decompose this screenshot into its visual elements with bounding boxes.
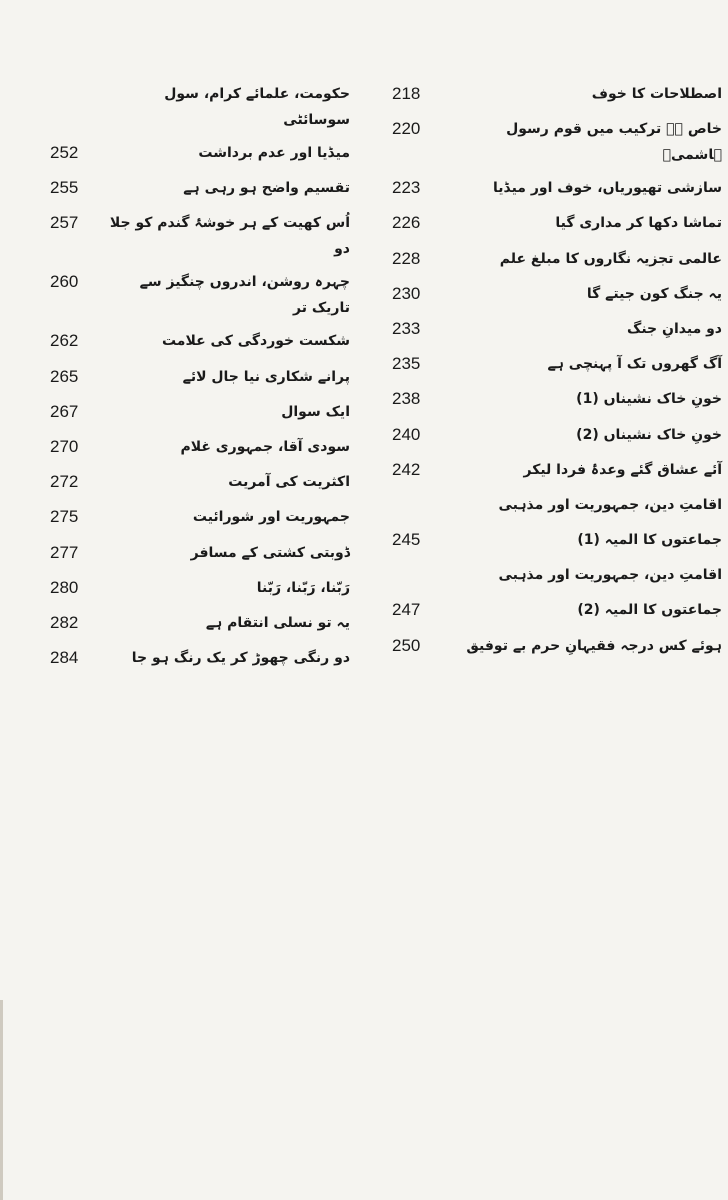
toc-entry-page-number: 218	[392, 84, 421, 103]
toc-entry-title: اقامتِ دین، جمہوریت اور مذہبی	[498, 567, 722, 584]
toc-entry: 277 ڈوبتی کشتی کے مسافر	[50, 537, 350, 572]
toc-entry-title: عالمی تجزیہ نگاروں کا مبلغ علم	[499, 250, 722, 267]
toc-entry: 252 میڈیا اور عدم برداشت	[50, 137, 350, 172]
toc-entry-page-number: 255	[50, 178, 79, 198]
toc-entry-page-number	[392, 559, 444, 561]
toc-entry-page-number: 252	[50, 143, 79, 162]
toc-entry-page-number: 265	[50, 366, 79, 386]
toc-right-column: 218 اصطلاحات کا خوف 220 خاص ہے ترکیب میں قو…	[392, 78, 722, 665]
toc-entry-page-number: 245	[392, 530, 421, 550]
toc-entry-title: ہوئے کس درجہ فقیہانِ حرم بے توفیق	[466, 637, 722, 654]
toc-entry-page-number: 247	[392, 600, 421, 620]
toc-entry: 226 تماشا دکھا کر مداری گیا	[392, 207, 722, 242]
toc-entry-title: اکثریت کی آمریت	[228, 474, 350, 491]
toc-entry: 233 دو میدانِ جنگ	[392, 313, 722, 348]
toc-left-column: حکومت، علمائے کرام، سول سوسائٹی 252 میڈیا …	[50, 78, 350, 677]
toc-entry-title: اصطلاحات کا خوف	[591, 86, 722, 102]
toc-entry-title: تماشا دکھا کر مداری گیا	[555, 215, 722, 232]
toc-entry-page-number: 238	[392, 389, 421, 409]
toc-entry: 265 پرانے شکاری نیا جال لائے	[50, 361, 350, 396]
toc-entry-title: میڈیا اور عدم برداشت	[198, 145, 350, 161]
toc-entry-page-number: 242	[392, 459, 421, 479]
toc-entry-title: یہ جنگ کون جیتے گا	[586, 285, 722, 302]
toc-entry-page-number: 282	[50, 612, 79, 632]
toc-entry-title: شکست خوردگی کی علامت	[161, 333, 350, 350]
toc-entry-page-number: 272	[50, 472, 79, 492]
toc-entry-page-number: 262	[50, 331, 79, 351]
toc-entry-page-number: 284	[50, 648, 79, 668]
toc-entry-page-number: 280	[50, 577, 79, 597]
toc-entry-page-number: 270	[50, 436, 79, 456]
toc-entry-title: خونِ خاک نشیناں (2)	[576, 426, 722, 443]
toc-entry-page-number: 228	[392, 248, 421, 268]
toc-entry-page-number	[50, 78, 102, 80]
toc-entry: 257 اُس کھیت کے ہر خوشۂ گندم کو جلا دو	[50, 207, 350, 266]
toc-entry-title: سودی آقا، جمہوری غلام	[180, 438, 350, 455]
toc-entry-page-number: 260	[50, 272, 79, 292]
toc-entry-title: جمہوریت اور شورائیت	[192, 509, 350, 526]
toc-entry: 240 خونِ خاک نشیناں (2)	[392, 419, 722, 454]
toc-entry: 260 چہرہ روشن، اندروں چنگیز سے تاریک تر	[50, 266, 350, 325]
toc-entry-page-number: 275	[50, 507, 79, 527]
toc-entry-page-number	[392, 489, 444, 491]
toc-entry: 270 سودی آقا، جمہوری غلام	[50, 431, 350, 466]
toc-entry: 218 اصطلاحات کا خوف	[392, 78, 722, 113]
toc-entry: 284 دو رنگی چھوڑ کر یک رنگ ہو جا	[50, 642, 350, 677]
toc-entry: 242 آئے عشاق گئے وعدۂ فردا لیکر	[392, 454, 722, 489]
toc-entry: 275 جمہوریت اور شورائیت	[50, 501, 350, 536]
toc-entry-title: جماعتوں کا المیہ (1)	[577, 532, 722, 549]
toc-entry: اقامتِ دین، جمہوریت اور مذہبی	[392, 559, 722, 594]
toc-entry-title: چہرہ روشن، اندروں چنگیز سے تاریک تر	[139, 274, 350, 317]
toc-entry: 245 جماعتوں کا المیہ (1)	[392, 524, 722, 559]
toc-entry-title: خاص ہے ترکیب میں قوم رسول ہاشمیؐ	[506, 121, 722, 164]
toc-entry: 238 خونِ خاک نشیناں (1)	[392, 383, 722, 418]
toc-entry-title: حکومت، علمائے کرام، سول سوسائٹی	[164, 86, 350, 128]
toc-entry-page-number: 226	[392, 213, 421, 233]
toc-entry-page-number: 277	[50, 542, 79, 562]
toc-entry-title: اقامتِ دین، جمہوریت اور مذہبی	[498, 496, 722, 513]
toc-entry-title: پرانے شکاری نیا جال لائے	[182, 368, 350, 385]
toc-entry-title: سازشی تھیوریاں، خوف اور میڈیا	[492, 180, 722, 197]
toc-entry-title: آگ گھروں تک آ پہنچی ہے	[547, 356, 722, 373]
toc-entry: 267 ایک سوال	[50, 396, 350, 431]
toc-entry-page-number: 235	[392, 354, 421, 374]
toc-entry: 235 آگ گھروں تک آ پہنچی ہے	[392, 348, 722, 383]
toc-entry-title: تقسیم واضح ہو رہی ہے	[183, 180, 350, 197]
toc-entry: 280 رَبّنا، رَبّنا، رَبّنا	[50, 572, 350, 607]
toc-entry-page-number: 257	[50, 213, 79, 233]
toc-entry: 223 سازشی تھیوریاں، خوف اور میڈیا	[392, 172, 722, 207]
toc-entry-title: اُس کھیت کے ہر خوشۂ گندم کو جلا دو	[109, 215, 350, 258]
toc-entry-page-number: 220	[392, 119, 421, 139]
toc-entry: 262 شکست خوردگی کی علامت	[50, 325, 350, 360]
toc-entry: 255 تقسیم واضح ہو رہی ہے	[50, 172, 350, 207]
toc-entry-title: آئے عشاق گئے وعدۂ فردا لیکر	[523, 461, 722, 478]
toc-entry-title: دو رنگی چھوڑ کر یک رنگ ہو جا	[131, 650, 350, 667]
toc-entry: حکومت، علمائے کرام، سول سوسائٹی	[50, 78, 350, 137]
toc-entry-title: ڈوبتی کشتی کے مسافر	[190, 544, 350, 561]
toc-entry-page-number: 233	[392, 318, 421, 338]
toc-entry-page-number: 230	[392, 283, 421, 303]
toc-entry-title: دو میدانِ جنگ	[627, 320, 722, 337]
toc-entry: 228 عالمی تجزیہ نگاروں کا مبلغ علم	[392, 243, 722, 278]
toc-entry-title: ایک سوال	[281, 403, 350, 420]
toc-entry: اقامتِ دین، جمہوریت اور مذہبی	[392, 489, 722, 524]
toc-entry-title: یہ تو نسلی انتقام ہے	[205, 614, 350, 631]
page-edge	[0, 1000, 3, 1200]
toc-entry-title: جماعتوں کا المیہ (2)	[577, 602, 722, 619]
toc-entry: 220 خاص ہے ترکیب میں قوم رسول ہاشمیؐ	[392, 113, 722, 172]
toc-entry: 250 ہوئے کس درجہ فقیہانِ حرم بے توفیق	[392, 630, 722, 665]
toc-entry: 230 یہ جنگ کون جیتے گا	[392, 278, 722, 313]
toc-entry: 247 جماعتوں کا المیہ (2)	[392, 594, 722, 629]
toc-entry-page-number: 223	[392, 178, 421, 198]
toc-entry-page-number: 250	[392, 635, 421, 655]
toc-entry-page-number: 267	[50, 401, 79, 421]
toc-entry-title: رَبّنا، رَبّنا، رَبّنا	[256, 579, 350, 596]
toc-entry: 282 یہ تو نسلی انتقام ہے	[50, 607, 350, 642]
toc-entry: 272 اکثریت کی آمریت	[50, 466, 350, 501]
toc-entry-page-number: 240	[392, 424, 421, 444]
toc-entry-title: خونِ خاک نشیناں (1)	[576, 391, 722, 408]
